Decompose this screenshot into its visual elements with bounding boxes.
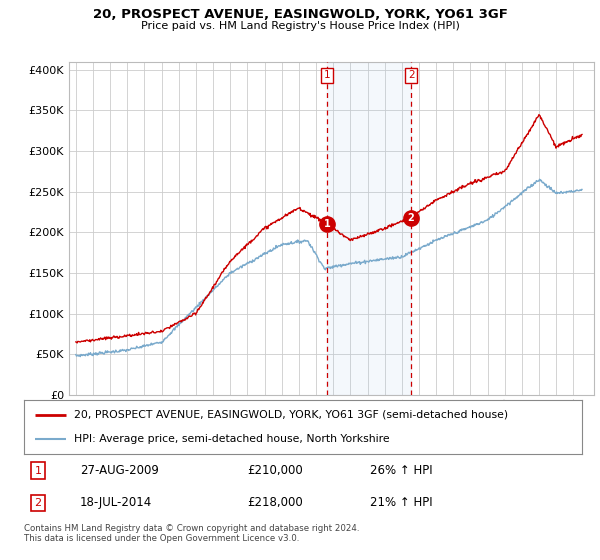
Text: 1: 1 (324, 219, 331, 229)
Text: HPI: Average price, semi-detached house, North Yorkshire: HPI: Average price, semi-detached house,… (74, 434, 390, 444)
Text: £210,000: £210,000 (247, 464, 303, 477)
Text: Contains HM Land Registry data © Crown copyright and database right 2024.
This d: Contains HM Land Registry data © Crown c… (24, 524, 359, 543)
Text: 1: 1 (34, 465, 41, 475)
Text: 26% ↑ HPI: 26% ↑ HPI (370, 464, 433, 477)
Text: 18-JUL-2014: 18-JUL-2014 (80, 496, 152, 509)
Text: 2: 2 (408, 71, 415, 81)
Text: 2: 2 (34, 498, 41, 508)
Text: 1: 1 (324, 71, 331, 81)
Text: 21% ↑ HPI: 21% ↑ HPI (370, 496, 433, 509)
Text: £218,000: £218,000 (247, 496, 303, 509)
Text: 27-AUG-2009: 27-AUG-2009 (80, 464, 158, 477)
Text: 2: 2 (408, 213, 415, 223)
Text: Price paid vs. HM Land Registry's House Price Index (HPI): Price paid vs. HM Land Registry's House … (140, 21, 460, 31)
Text: 20, PROSPECT AVENUE, EASINGWOLD, YORK, YO61 3GF: 20, PROSPECT AVENUE, EASINGWOLD, YORK, Y… (92, 8, 508, 21)
Text: 20, PROSPECT AVENUE, EASINGWOLD, YORK, YO61 3GF (semi-detached house): 20, PROSPECT AVENUE, EASINGWOLD, YORK, Y… (74, 410, 508, 420)
Bar (327, 62, 411, 395)
